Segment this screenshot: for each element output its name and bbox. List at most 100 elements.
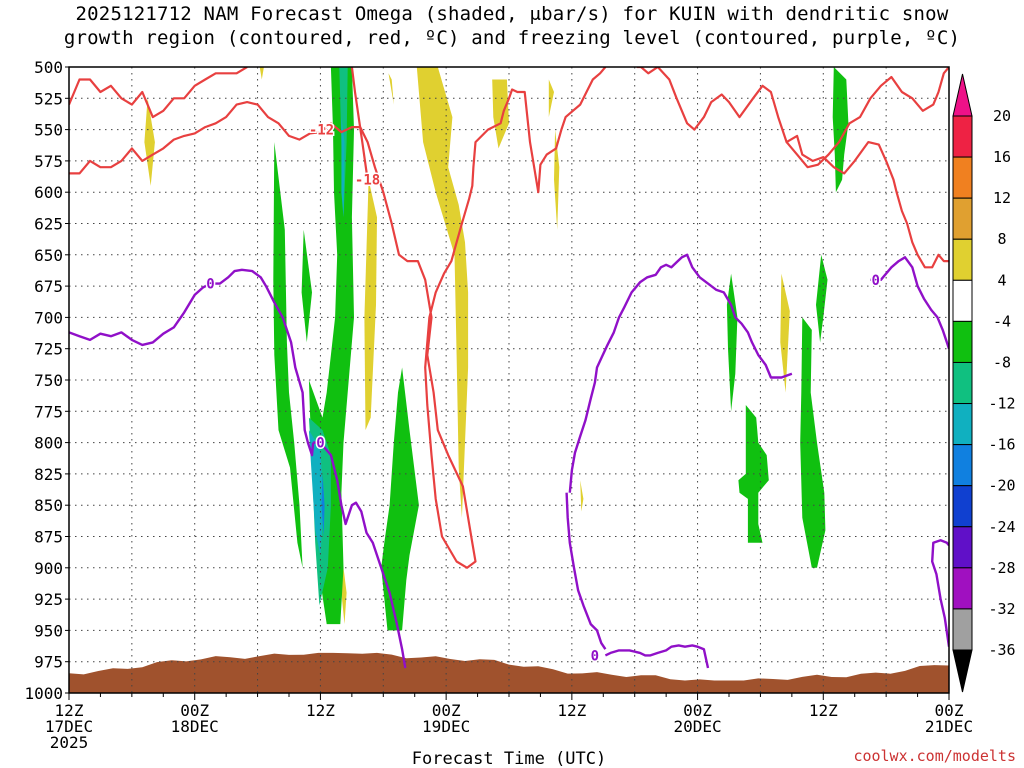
- y-tick-label: 500: [34, 58, 63, 77]
- y-tick-label: 1000: [24, 684, 63, 703]
- freezing-contour-label: 0: [591, 648, 599, 664]
- colorbar-bin: [952, 361, 973, 405]
- colorbar-bin: [952, 320, 973, 363]
- omega-region-green: [381, 367, 419, 631]
- omega-region-yellow: [144, 98, 155, 186]
- omega-region-blue: [321, 473, 325, 537]
- omega-region-yellow: [548, 79, 554, 118]
- y-tick-label: 875: [34, 528, 63, 547]
- y-tick-label: 600: [34, 183, 63, 202]
- freezing-contour-label: 0: [206, 277, 214, 293]
- colorbar-bin: [952, 444, 973, 487]
- y-tick-label: 650: [34, 246, 63, 265]
- colorbar-bin: [952, 608, 973, 651]
- freezing-level-contour: [568, 253, 793, 493]
- dgz-contour-line: [636, 67, 949, 269]
- dgz-contour-line: [785, 67, 949, 169]
- colorbar-top-extension: [952, 73, 973, 117]
- freezing-contour-label: 0: [316, 436, 324, 452]
- omega-region-yellow: [259, 67, 264, 80]
- colorbar-bin: [952, 526, 973, 569]
- colorbar-label: 4: [997, 271, 1006, 289]
- omega-region-yellow: [341, 567, 347, 625]
- omega-region-green: [301, 229, 312, 343]
- dgz-contour-line: [69, 67, 248, 119]
- y-tick-label: 575: [34, 152, 63, 171]
- colorbar-label: -20: [988, 477, 1015, 495]
- colorbar-label: -28: [988, 559, 1015, 577]
- omega-shading-layer: [144, 67, 849, 631]
- y-tick-label: 625: [34, 215, 63, 234]
- x-tick-label: 12Z: [809, 701, 838, 720]
- colorbar-label: 8: [997, 230, 1006, 248]
- y-tick-label: 525: [34, 89, 63, 108]
- dgz-contour-line: [350, 67, 369, 180]
- x-axis-label: Forecast Time (UTC): [412, 749, 606, 768]
- x-tick-label: 12Z: [557, 701, 586, 720]
- omega-region-green: [816, 254, 828, 343]
- y-tick-label: 800: [34, 434, 63, 453]
- y-tick-label: 850: [34, 496, 63, 515]
- contour-label-layer: -12 -18 0 0 0 0: [205, 121, 882, 666]
- chart-title: 2025121712 NAM Forecast Omega (shaded, μ…: [0, 2, 1024, 50]
- colorbar-label: 20: [993, 107, 1011, 125]
- y-tick-label: 750: [34, 371, 63, 390]
- x-tick-label: 19DEC: [422, 717, 470, 736]
- dgz-contour-line: [359, 67, 607, 569]
- x-tick-label: 00Z: [935, 701, 964, 720]
- terrain-surface: [69, 652, 949, 693]
- colorbar-bin: [952, 567, 973, 610]
- y-axis: 500 525 550 575 600 625 650 675 700 725 750 775 800 8…: [24, 58, 69, 703]
- x-tick-label: 21DEC: [925, 717, 973, 736]
- colorbar-bin: [952, 485, 973, 528]
- omega-region-cyan: [341, 117, 345, 218]
- omega-region-yellow: [364, 179, 377, 431]
- y-tick-label: 975: [34, 653, 63, 672]
- x-tick-label: 18DEC: [171, 717, 219, 736]
- colorbar-bin: [952, 115, 973, 158]
- x-tick-label: 00Z: [683, 701, 712, 720]
- y-tick-label: 675: [34, 277, 63, 296]
- omega-region-yellow: [780, 273, 790, 393]
- y-tick-label: 725: [34, 340, 63, 359]
- x-tick-label: 00Z: [432, 701, 461, 720]
- colorbar-bin: [952, 197, 973, 240]
- freezing-level-contour: [870, 256, 949, 350]
- colorbar-label: -16: [988, 436, 1015, 454]
- dgz-contour-label: -18: [355, 173, 380, 189]
- omega-region-cyan: [308, 430, 324, 556]
- colorbar-label: -12: [988, 395, 1015, 413]
- colorbar-label: -24: [988, 518, 1015, 536]
- y-tick-label: 950: [34, 621, 63, 640]
- omega-region-green: [273, 142, 303, 568]
- colorbar-label: -8: [993, 353, 1011, 371]
- omega-region-yellow: [554, 129, 560, 230]
- dgz-contour-line: [69, 100, 361, 175]
- y-tick-label: 775: [34, 402, 63, 421]
- colorbar-label: -36: [988, 641, 1015, 659]
- grid-layer: [69, 67, 949, 693]
- colorbar-label: 12: [993, 189, 1011, 207]
- x-tick-label: 20DEC: [673, 717, 721, 736]
- colorbar-label: -4: [993, 312, 1011, 330]
- colorbar-bin: [952, 279, 973, 322]
- watermark: coolwx.com/modelts: [853, 747, 1016, 765]
- omega-region-yellow: [416, 67, 469, 518]
- colorbar-bin: [952, 156, 973, 199]
- colorbar-label: 16: [993, 148, 1011, 166]
- x-tick-label: 2025: [50, 733, 89, 752]
- terrain-layer: [69, 652, 949, 693]
- x-tick-label: 00Z: [180, 701, 209, 720]
- x-tick-label: 12Z: [306, 701, 335, 720]
- y-tick-label: 925: [34, 590, 63, 609]
- colorbar-bottom-extension: [952, 649, 973, 693]
- colorbar-bin: [952, 403, 973, 446]
- x-tick-label: 17DEC: [45, 717, 93, 736]
- colorbar-bin: [952, 238, 973, 281]
- freezing-level-contour: [565, 492, 607, 650]
- omega-region-yellow: [388, 73, 394, 105]
- dgz-contour-label: -12: [309, 123, 334, 139]
- omega-region-yellow: [580, 480, 584, 512]
- chart-title-line-1: 2025121712 NAM Forecast Omega (shaded, μ…: [75, 3, 949, 25]
